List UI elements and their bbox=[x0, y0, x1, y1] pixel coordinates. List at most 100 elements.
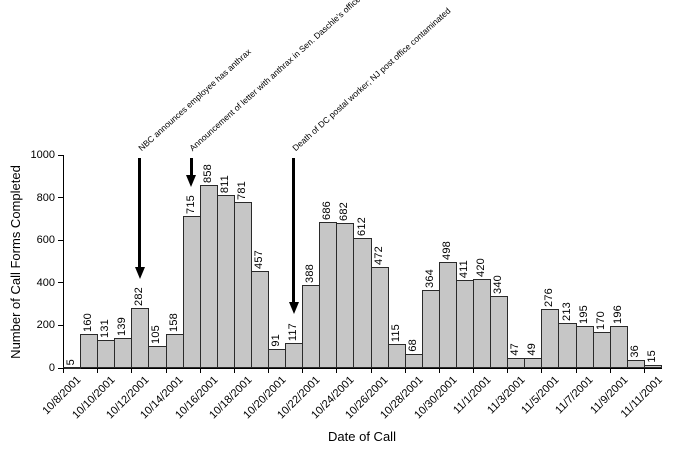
bar bbox=[148, 346, 167, 368]
bar-value-label: 457 bbox=[252, 250, 265, 269]
bar bbox=[233, 202, 252, 368]
bar-value-label: 36 bbox=[628, 345, 641, 358]
bar bbox=[216, 195, 235, 368]
x-axis-tick bbox=[63, 368, 64, 373]
bar bbox=[524, 358, 543, 368]
bar bbox=[455, 280, 475, 368]
bar bbox=[114, 338, 133, 368]
y-axis-tick-label: 800 bbox=[36, 191, 55, 204]
bar bbox=[370, 267, 389, 368]
x-axis-tick bbox=[165, 368, 167, 373]
bar-value-label: 68 bbox=[406, 339, 419, 352]
bar bbox=[387, 344, 406, 368]
y-axis-tick bbox=[58, 197, 63, 199]
bar bbox=[438, 262, 457, 368]
bar bbox=[507, 358, 526, 368]
bar bbox=[302, 285, 321, 368]
bar-value-label: 498 bbox=[440, 241, 453, 260]
bar-value-label: 811 bbox=[218, 174, 231, 193]
bar bbox=[575, 326, 594, 368]
y-axis-tick bbox=[58, 282, 63, 284]
annotation-arrowhead bbox=[186, 174, 197, 187]
x-axis-tick bbox=[199, 368, 201, 373]
y-axis-tick bbox=[58, 324, 63, 326]
x-axis-tick bbox=[302, 368, 304, 373]
bar-value-label: 411 bbox=[458, 259, 470, 278]
bar-value-label: 160 bbox=[82, 313, 95, 332]
bar-value-label: 612 bbox=[355, 217, 368, 236]
bar-value-label: 158 bbox=[167, 313, 180, 332]
bar bbox=[353, 238, 372, 368]
bar-value-label: 117 bbox=[287, 322, 300, 341]
annotation-arrowhead bbox=[134, 267, 145, 280]
x-axis-tick bbox=[336, 368, 338, 373]
x-axis-tick bbox=[131, 368, 133, 373]
x-axis-tick bbox=[609, 368, 611, 373]
annotation-arrowhead bbox=[288, 302, 299, 315]
bar-value-label: 47 bbox=[509, 343, 522, 356]
bar-value-label: 91 bbox=[270, 334, 283, 347]
annotation-label: NBC announces employee has anthrax bbox=[136, 46, 253, 153]
bar-value-label: 858 bbox=[201, 164, 214, 183]
bar bbox=[626, 360, 645, 368]
bar-value-label: 282 bbox=[133, 287, 146, 306]
y-axis-tick bbox=[58, 239, 63, 241]
x-axis-tick bbox=[438, 368, 440, 373]
bar bbox=[182, 216, 201, 368]
bar-value-label: 5 bbox=[65, 358, 78, 365]
x-axis-tick bbox=[541, 368, 543, 373]
bar bbox=[319, 222, 338, 368]
bar-value-label: 364 bbox=[423, 269, 436, 288]
bar bbox=[199, 185, 218, 368]
y-axis-tick-label: 1000 bbox=[30, 149, 55, 161]
bar bbox=[97, 340, 116, 368]
x-axis-tick bbox=[643, 368, 645, 373]
bar-value-label: 686 bbox=[321, 201, 334, 220]
bar bbox=[473, 279, 492, 368]
bar-value-label: 340 bbox=[492, 275, 505, 294]
y-axis-tick bbox=[58, 367, 63, 369]
bar-value-label: 170 bbox=[594, 311, 607, 330]
bar-value-label: 682 bbox=[338, 202, 351, 221]
x-axis-title: Date of Call bbox=[328, 429, 396, 444]
y-axis-tick-label: 600 bbox=[36, 234, 55, 247]
bar-value-label: 131 bbox=[99, 319, 112, 338]
plot-area bbox=[63, 155, 662, 369]
bar bbox=[541, 309, 560, 368]
x-axis-tick bbox=[268, 368, 270, 373]
bar-value-label: 105 bbox=[150, 325, 163, 344]
x-axis-tick bbox=[575, 368, 577, 373]
bar-value-label: 15 bbox=[645, 350, 658, 363]
bar bbox=[63, 367, 82, 369]
annotation-arrow-line bbox=[138, 158, 142, 268]
bar bbox=[404, 354, 423, 368]
x-axis-tick bbox=[507, 368, 509, 373]
bar-value-label: 195 bbox=[577, 305, 590, 324]
bar-value-label: 213 bbox=[560, 302, 573, 321]
bar bbox=[421, 290, 440, 368]
x-axis-tick bbox=[370, 368, 372, 373]
x-axis-tick bbox=[97, 368, 99, 373]
bar-value-label: 420 bbox=[475, 258, 488, 277]
bar-value-label: 781 bbox=[235, 181, 248, 200]
bar bbox=[268, 349, 287, 368]
bar bbox=[336, 223, 355, 368]
bar-value-label: 139 bbox=[116, 317, 129, 336]
bar bbox=[285, 343, 304, 368]
x-axis-tick bbox=[233, 368, 235, 373]
y-axis-tick-label: 200 bbox=[36, 319, 55, 332]
bar-value-label: 276 bbox=[543, 288, 556, 307]
annotation-arrow-line bbox=[292, 158, 296, 303]
x-axis-tick bbox=[473, 368, 475, 373]
bar-value-label: 196 bbox=[611, 305, 624, 324]
annotation-arrow-line bbox=[189, 158, 193, 175]
bar bbox=[131, 308, 150, 368]
bar bbox=[80, 334, 99, 368]
bar bbox=[165, 334, 184, 368]
y-axis-tick-label: 0 bbox=[48, 362, 55, 374]
bar bbox=[643, 365, 662, 368]
bar bbox=[609, 326, 628, 368]
bar bbox=[592, 332, 611, 368]
bar-value-label: 472 bbox=[372, 246, 385, 265]
